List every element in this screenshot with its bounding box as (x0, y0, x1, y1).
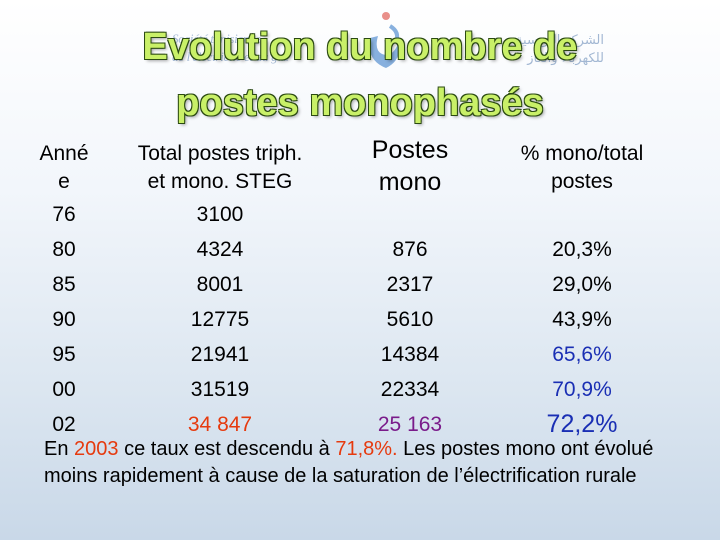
company-logo-watermark: Société tunisienne de l'électricité et d… (172, 12, 604, 78)
logo-arabic-text: الشركة التونسية للكهرباء والغاز (516, 32, 604, 68)
table-cell-year: 02 (52, 413, 76, 436)
column-postes-mono: 876 2317 5610 14384 22334 25 163 (344, 197, 476, 442)
logo-french-line-2: de l'électricité et du gaz (172, 49, 289, 64)
note-year-highlight: 2003 (74, 438, 119, 460)
logo-french-line-1: Société tunisienne (172, 31, 261, 46)
header-pct-mono-total: % mono/total postes (482, 140, 682, 196)
table-cell-year: 95 (52, 343, 76, 366)
slide-title: Evolution du nombre de postes monophasés (0, 22, 720, 128)
header-mono-line-2: mono (378, 168, 442, 196)
header-pct-line-2: postes (551, 170, 613, 193)
table-cell-year: 76 (52, 203, 76, 226)
table-cell-mono: 876 (392, 238, 428, 261)
table-cell-pct-highlight: 72,2% (546, 410, 618, 438)
header-pct-line-1: % mono/total (520, 142, 644, 165)
note-text-3: Les postes mono ont évolué moins rapidem… (44, 438, 654, 487)
header-year-line-1: Anné (39, 142, 89, 165)
note-text-1: En (44, 438, 75, 460)
footnote-text: En 2003 ce taux est descendu à 71,8%. Le… (44, 436, 684, 490)
table-cell-total: 4324 (196, 238, 244, 261)
logo-arabic-line-2: للكهرباء والغاز (527, 51, 604, 66)
table-cell-mono-highlight: 25 163 (377, 413, 443, 436)
note-text-2: ce taux est descendu à (118, 438, 336, 460)
table-cell-total: 8001 (196, 273, 244, 296)
table-cell-total: 12775 (190, 308, 250, 331)
title-line-1: Evolution du nombre de (142, 26, 578, 68)
table-cell-mono: 22334 (380, 378, 440, 401)
header-postes-mono: Postes mono (344, 134, 476, 198)
column-total-postes: 3100 4324 8001 12775 21941 31519 34 847 (104, 197, 336, 442)
logo-arabic-line-1: الشركة التونسية (516, 33, 604, 48)
note-value-highlight: 71,8%. (335, 438, 398, 460)
logo-emblem-icon (369, 12, 400, 68)
table-cell-mono: 14384 (380, 343, 440, 366)
header-year-line-2: e (58, 170, 70, 193)
table-cell-total-highlight: 34 847 (187, 413, 253, 436)
table-cell-pct (482, 197, 682, 232)
table-cell-mono: 5610 (386, 308, 434, 331)
table-cell-year: 00 (52, 378, 76, 401)
table-cell-mono: 2317 (386, 273, 434, 296)
table-cell-year: 85 (52, 273, 76, 296)
header-year: Anné e (30, 140, 98, 196)
table-cell-mono (344, 197, 476, 232)
table-cell-year: 80 (52, 238, 76, 261)
column-pct-mono-total: 20,3% 29,0% 43,9% 65,6% 70,9% 72,2% (482, 197, 682, 442)
header-total-line-2: et mono. STEG (147, 170, 293, 193)
title-line-2: postes monophasés (176, 82, 544, 124)
table-cell-year: 90 (52, 308, 76, 331)
header-mono-line-1: Postes (371, 136, 449, 164)
table-cell-total: 3100 (196, 203, 244, 226)
logo-french-text: Société tunisienne de l'électricité et d… (172, 30, 289, 66)
table-cell-pct: 43,9% (552, 308, 612, 331)
header-total-postes: Total postes triph. et mono. STEG (104, 140, 336, 196)
table-cell-total: 21941 (190, 343, 250, 366)
column-year: 76 80 85 90 95 00 02 (30, 197, 98, 442)
table-cell-pct-highlight: 65,6% (552, 343, 612, 366)
table-cell-total: 31519 (190, 378, 250, 401)
table-cell-pct: 29,0% (552, 273, 612, 296)
header-total-line-1: Total postes triph. (137, 142, 303, 165)
table-cell-pct: 20,3% (552, 238, 612, 261)
table-cell-pct-highlight: 70,9% (552, 378, 612, 401)
